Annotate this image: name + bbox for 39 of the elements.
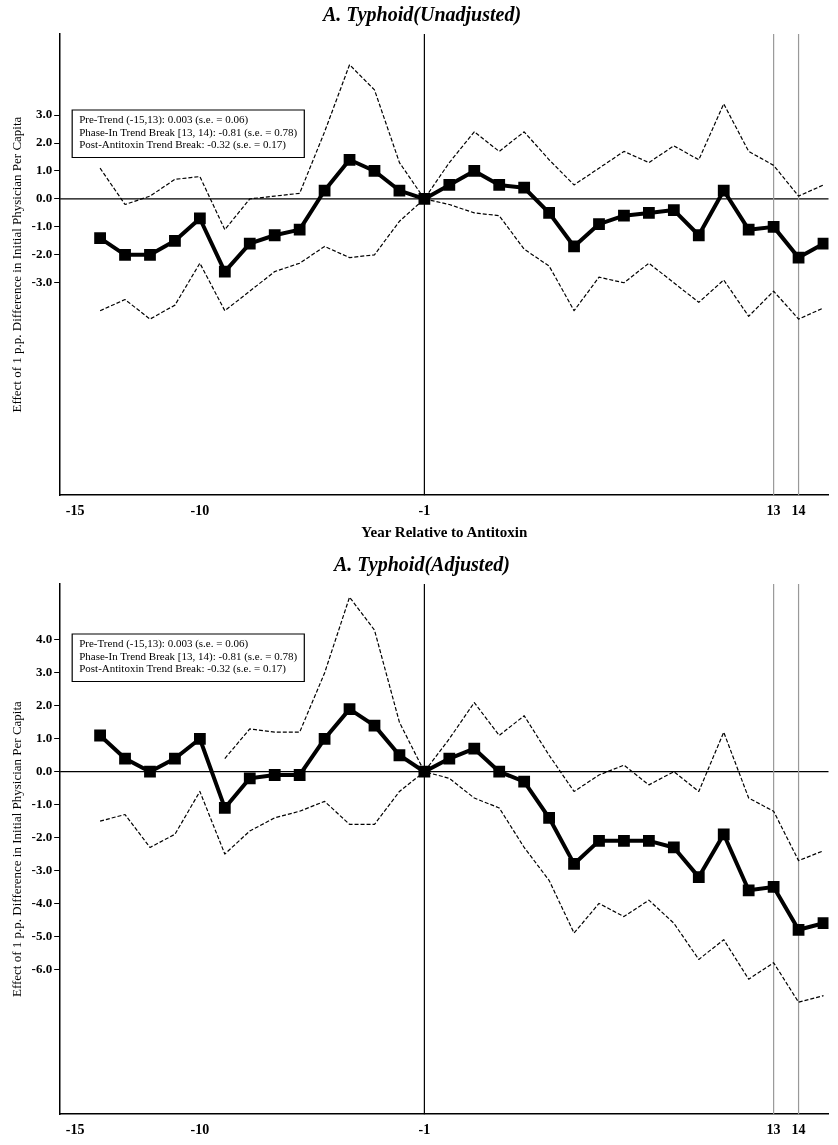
y-axis-title: Effect of 1 p.p. Difference in Initial Physician Per Capita bbox=[9, 700, 25, 998]
y-tick-label: -5.0 bbox=[31, 927, 53, 943]
y-tick-label: 0.0 bbox=[35, 190, 53, 206]
x-tick-label: -10 bbox=[190, 503, 210, 519]
annotation: Post-Antitoxin Trend Break: -0.32 (s.e. = 0.17) bbox=[79, 138, 287, 152]
x-tick-label: -1 bbox=[418, 503, 431, 519]
y-tick-label: 1.0 bbox=[35, 730, 53, 746]
y-tick-label: -3.0 bbox=[31, 861, 53, 877]
y-tick-label: 3.0 bbox=[35, 106, 53, 122]
x-tick-label: 13 bbox=[766, 503, 781, 519]
x-tick-label: -10 bbox=[190, 1122, 210, 1138]
x-axis-title: Year Relative to Antitoxin bbox=[361, 523, 528, 540]
y-tick-label: -1.0 bbox=[31, 218, 53, 234]
y-tick-label: -2.0 bbox=[31, 828, 53, 844]
y-tick-label: 4.0 bbox=[35, 631, 53, 647]
x-tick-label: -1 bbox=[418, 1122, 431, 1138]
chart-title: A. Typhoid(Adjusted) bbox=[332, 553, 510, 577]
y-tick-label: 0.0 bbox=[35, 763, 53, 779]
y-tick-label: -6.0 bbox=[31, 960, 53, 976]
x-tick-label: -15 bbox=[65, 1122, 85, 1138]
y-axis-title: Effect of 1 p.p. Difference in Initial Physician Per Capita bbox=[9, 116, 25, 413]
y-tick-label: 3.0 bbox=[35, 664, 53, 680]
y-tick-label: 2.0 bbox=[35, 697, 53, 713]
x-tick-label: -15 bbox=[65, 503, 85, 519]
y-tick-label: 1.0 bbox=[35, 162, 53, 178]
annotation: Pre-Trend (-15,13): 0.003 (s.e. = 0.06) bbox=[79, 113, 249, 127]
x-tick-label: 14 bbox=[791, 503, 806, 519]
y-tick-label: -2.0 bbox=[31, 246, 53, 262]
chart-title: A. Typhoid(Unadjusted) bbox=[320, 3, 522, 27]
annotation: Phase-In Trend Break [13, 14): -0.81 (s.e. = 0.78) bbox=[79, 649, 298, 663]
annotation: Pre-Trend (-15,13): 0.003 (s.e. = 0.06) bbox=[79, 637, 249, 651]
annotation: Post-Antitoxin Trend Break: -0.32 (s.e. = 0.17) bbox=[79, 662, 287, 676]
y-tick-label: -1.0 bbox=[31, 796, 53, 811]
y-tick-label: 2.0 bbox=[35, 134, 53, 150]
x-tick-label: 14 bbox=[791, 1122, 806, 1138]
y-tick-label: -4.0 bbox=[31, 894, 53, 910]
x-tick-label: 13 bbox=[766, 1122, 781, 1138]
annotation: Phase-In Trend Break [13, 14): -0.81 (s.e. = 0.78) bbox=[79, 125, 298, 139]
y-tick-label: -3.0 bbox=[31, 274, 53, 290]
